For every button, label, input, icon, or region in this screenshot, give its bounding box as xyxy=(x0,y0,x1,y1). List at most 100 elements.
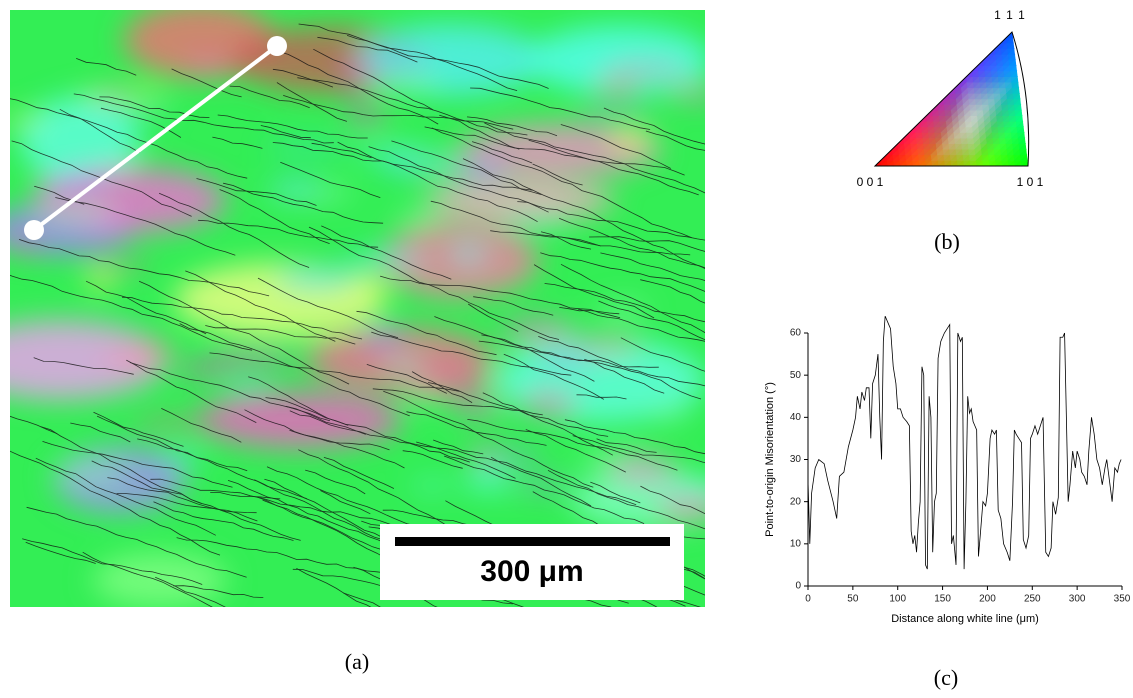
scale-label: 300 μm xyxy=(480,555,583,588)
grain-boundary xyxy=(10,274,253,351)
grain-boundary xyxy=(470,87,651,130)
x-tick-label: 250 xyxy=(1024,594,1041,605)
grain-boundary xyxy=(443,455,645,524)
grain-boundary xyxy=(171,68,242,98)
grain-boundary xyxy=(430,200,601,247)
grain-boundary xyxy=(153,501,294,541)
ipf-cell xyxy=(1008,53,1016,61)
grain-boundary xyxy=(368,146,549,213)
grain-boundary xyxy=(93,411,184,447)
grain-color xyxy=(381,359,428,372)
grain-color xyxy=(132,418,221,429)
grain-boundary xyxy=(467,303,519,332)
x-tick-label: 100 xyxy=(889,594,906,605)
y-tick-label: 0 xyxy=(795,581,801,592)
line-start xyxy=(267,36,287,56)
grain-boundary xyxy=(217,114,368,139)
grain-boundary xyxy=(538,336,705,387)
grain-boundary xyxy=(305,469,366,495)
grain-boundary xyxy=(402,450,463,469)
grain-color xyxy=(175,361,233,377)
grain-boundary xyxy=(313,48,434,111)
grain-color xyxy=(269,180,322,196)
grain-boundary xyxy=(297,77,528,136)
x-axis-label: Distance along white line (μm) xyxy=(891,613,1039,625)
grain-boundary xyxy=(467,419,678,471)
panel-label: (c) xyxy=(934,665,958,690)
grain-color xyxy=(365,73,442,94)
grain-boundary xyxy=(337,141,538,223)
grain-boundary xyxy=(640,279,705,304)
grain-color xyxy=(515,480,575,492)
ipf-outline xyxy=(873,31,1030,167)
ipf-cell xyxy=(1018,143,1027,150)
ipf-cell xyxy=(1013,98,1022,105)
grain-boundary xyxy=(383,390,594,488)
ipf-cell xyxy=(1010,76,1019,83)
grain-boundary xyxy=(257,277,399,339)
grain-boundary xyxy=(59,108,141,154)
grain-color xyxy=(184,60,230,70)
grain-boundary xyxy=(321,225,452,280)
grain-boundary xyxy=(371,331,572,376)
grain-color xyxy=(605,63,690,75)
scale-box xyxy=(380,524,684,600)
ipf-cell xyxy=(1017,131,1026,139)
grain-boundary xyxy=(416,441,637,506)
grain-color xyxy=(668,87,705,101)
grain-boundary xyxy=(42,441,233,488)
grain-boundary xyxy=(640,373,702,400)
grain-boundary xyxy=(431,127,692,239)
grain-color xyxy=(51,462,130,482)
grain-color xyxy=(425,178,615,222)
grain-boundary xyxy=(155,576,226,607)
grain-boundary xyxy=(433,439,484,455)
grain-boundary xyxy=(276,82,348,122)
grain-boundary xyxy=(342,592,381,607)
ipf-cell xyxy=(1015,115,1024,122)
grain-boundary xyxy=(173,585,264,598)
grain-boundary xyxy=(620,337,705,372)
grain-color xyxy=(394,210,444,225)
grain-boundary xyxy=(280,161,381,198)
ipf-cell xyxy=(1008,59,1017,66)
x-tick-label: 200 xyxy=(979,594,996,605)
grain-boundary xyxy=(85,280,207,335)
ipf-cell xyxy=(1007,48,1016,55)
grain-boundary xyxy=(70,422,131,443)
grain-boundary xyxy=(424,126,685,176)
grain-color xyxy=(274,267,362,291)
grain-boundary xyxy=(603,107,705,145)
grain-color xyxy=(656,496,705,519)
grain-color xyxy=(105,108,173,117)
grain-color xyxy=(520,392,577,415)
grain-boundary xyxy=(283,95,514,130)
grain-color xyxy=(607,457,678,482)
grain-boundary xyxy=(323,457,395,489)
grain-boundary xyxy=(289,410,470,463)
grain-boundary xyxy=(317,36,418,63)
grain-boundary xyxy=(73,93,334,144)
grain-boundary xyxy=(346,35,518,91)
grain-color xyxy=(220,380,276,392)
grain-boundary xyxy=(584,358,665,394)
grain-boundary xyxy=(18,239,270,297)
grain-color xyxy=(527,25,705,95)
ipf-cell xyxy=(1014,109,1023,117)
x-tick-label: 350 xyxy=(1114,594,1131,605)
grain-boundary xyxy=(525,429,626,473)
grain-color xyxy=(94,91,131,101)
grain-boundary xyxy=(532,163,583,186)
ipf-cell xyxy=(1020,154,1028,161)
grain-boundary xyxy=(10,98,248,179)
grain-boundary xyxy=(55,197,236,256)
line-chart: 0 10 20 30 40 50 60 0 50 100 150 200 250 300 350 Distan… xyxy=(764,315,1131,625)
grain-boundary xyxy=(107,477,258,522)
grain-boundary xyxy=(10,415,58,435)
grain-color xyxy=(10,319,167,401)
ipf-cell xyxy=(1019,148,1028,156)
grain-boundary xyxy=(590,481,641,504)
y-axis-label: Point-to-origin Misorientation (°) xyxy=(764,382,776,537)
ipf-cell xyxy=(1010,70,1018,77)
grain-boundary xyxy=(462,158,705,270)
